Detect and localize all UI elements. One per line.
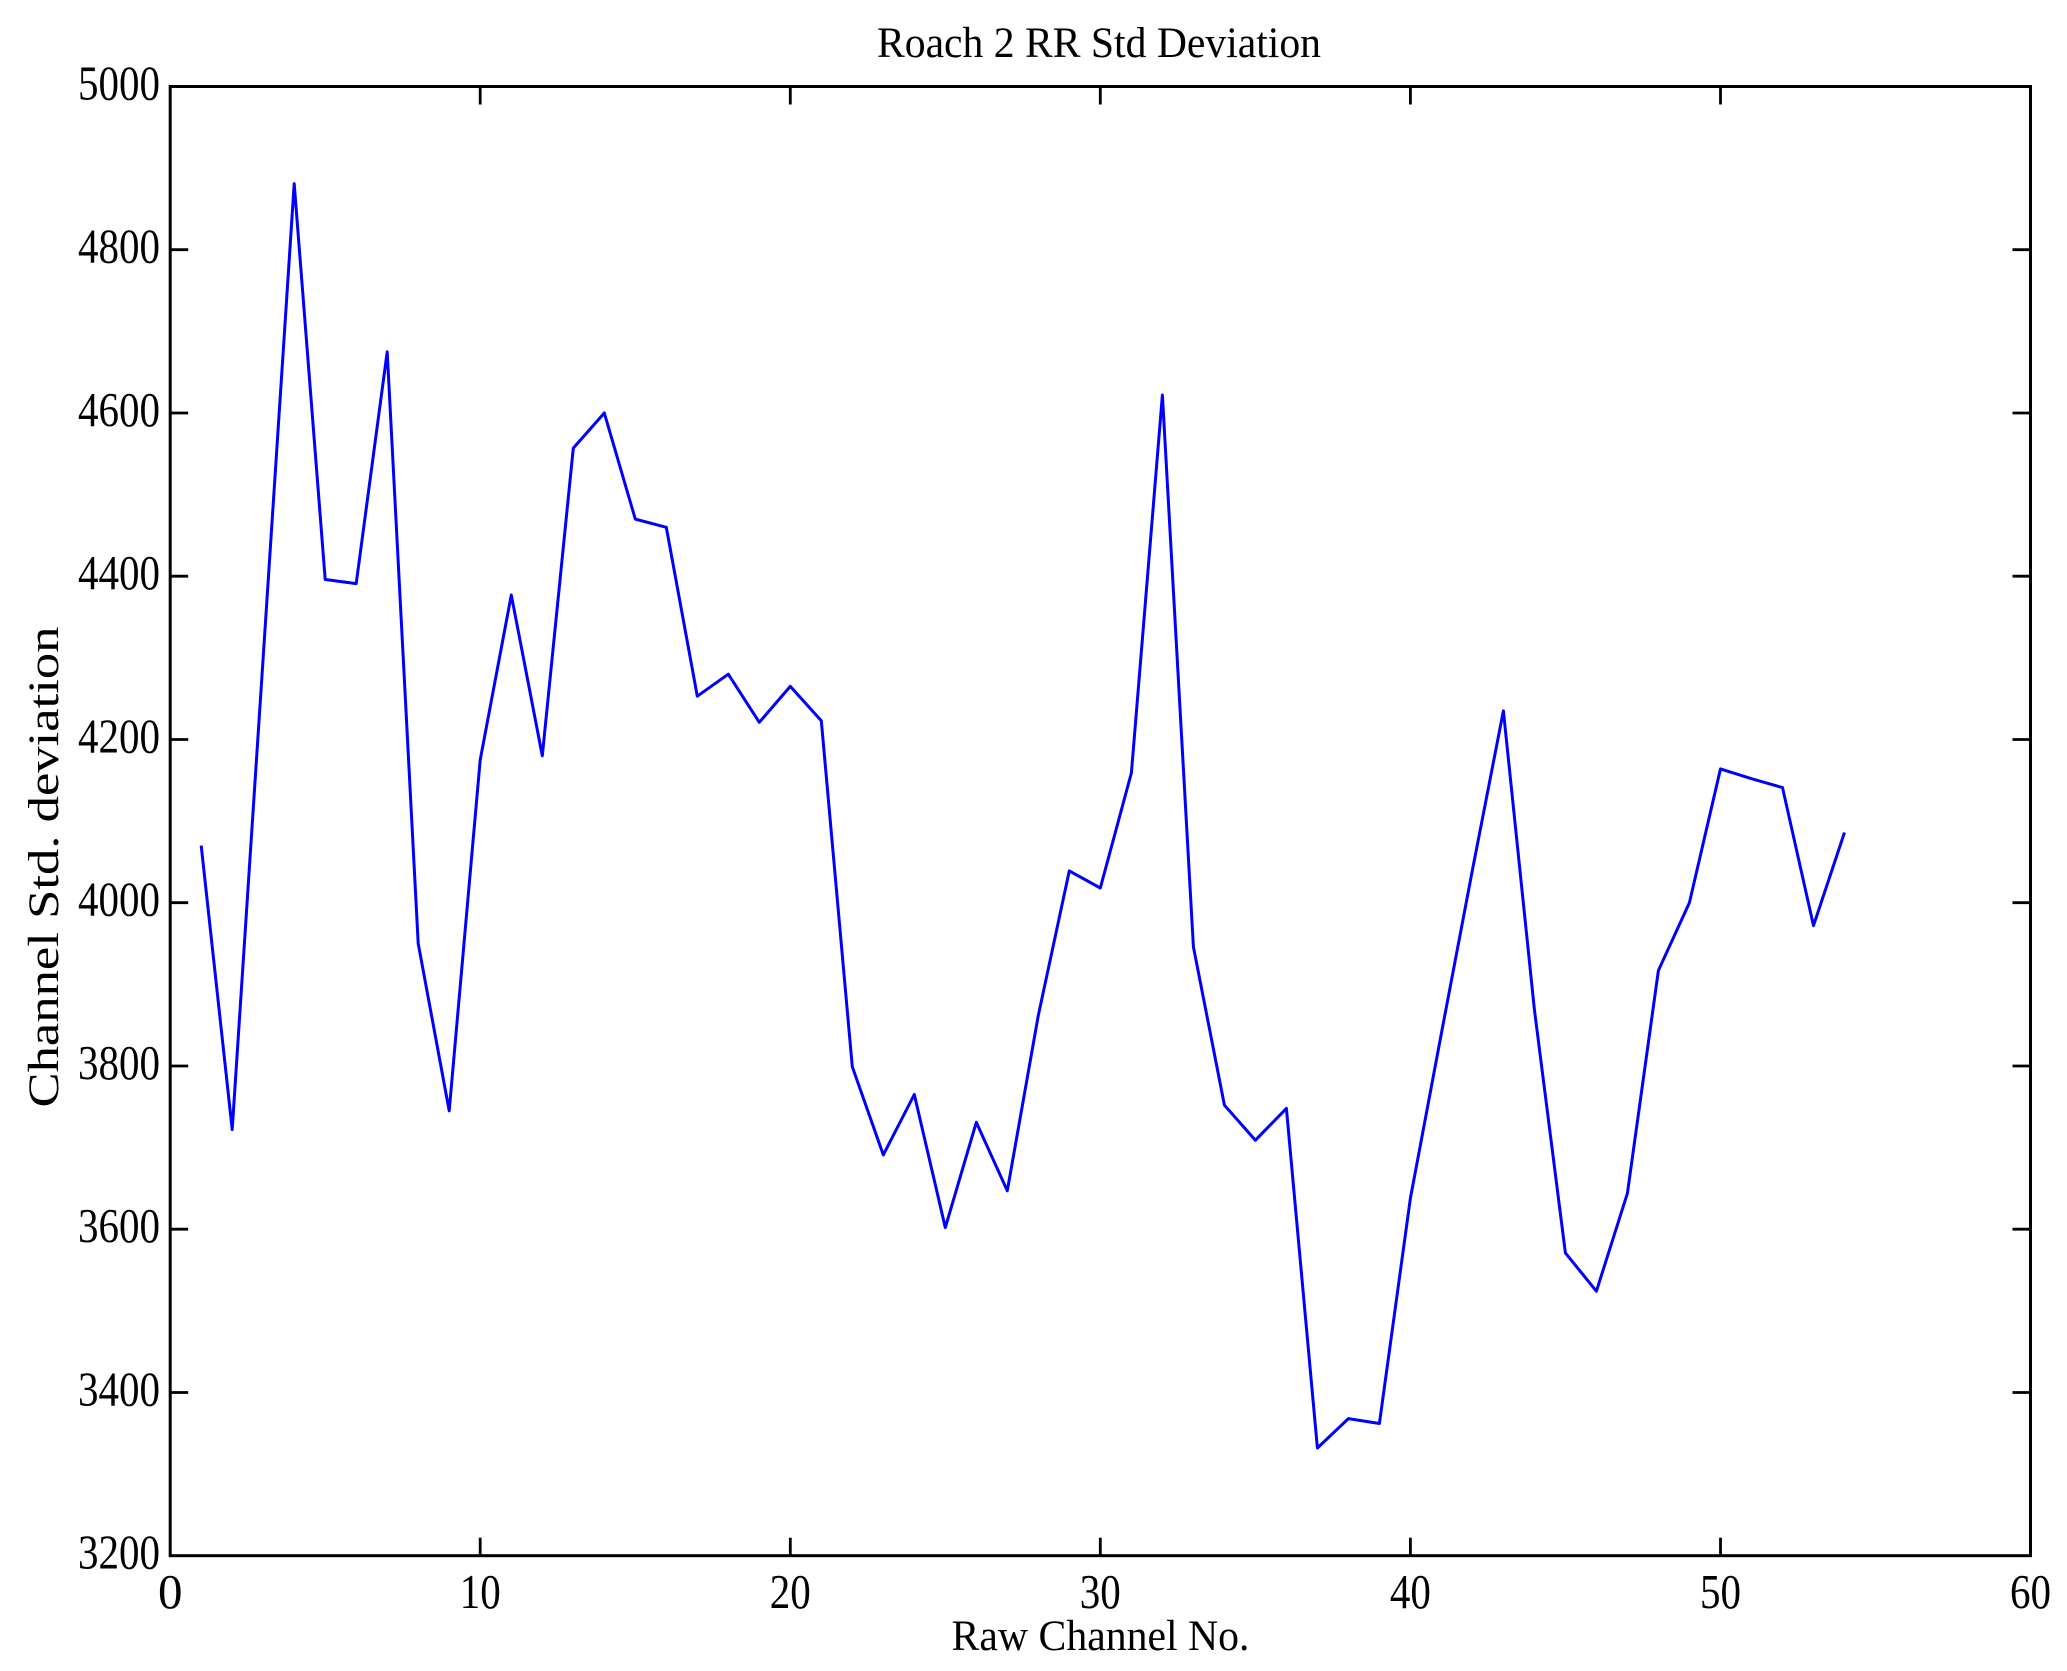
svg-text:60: 60 — [2010, 1564, 2051, 1619]
svg-text:10: 10 — [460, 1564, 501, 1619]
svg-text:3200: 3200 — [78, 1525, 160, 1580]
svg-text:3800: 3800 — [78, 1035, 160, 1090]
svg-text:4800: 4800 — [78, 219, 160, 274]
svg-text:5000: 5000 — [78, 56, 160, 111]
svg-text:3600: 3600 — [78, 1198, 160, 1253]
svg-text:4200: 4200 — [78, 709, 160, 764]
svg-text:40: 40 — [1390, 1564, 1431, 1619]
svg-text:4400: 4400 — [78, 545, 160, 600]
svg-text:20: 20 — [770, 1564, 811, 1619]
svg-text:3400: 3400 — [78, 1362, 160, 1417]
svg-text:50: 50 — [1700, 1564, 1741, 1619]
svg-text:Raw Channel No.: Raw Channel No. — [952, 1613, 1250, 1660]
svg-text:Channel Std. deviation: Channel Std. deviation — [21, 627, 68, 1108]
svg-text:4600: 4600 — [78, 382, 160, 437]
svg-text:Roach 2 RR Std Deviation: Roach 2 RR Std Deviation — [877, 20, 1321, 67]
svg-text:30: 30 — [1080, 1564, 1121, 1619]
svg-text:4000: 4000 — [78, 872, 160, 927]
svg-text:0: 0 — [158, 1564, 183, 1619]
